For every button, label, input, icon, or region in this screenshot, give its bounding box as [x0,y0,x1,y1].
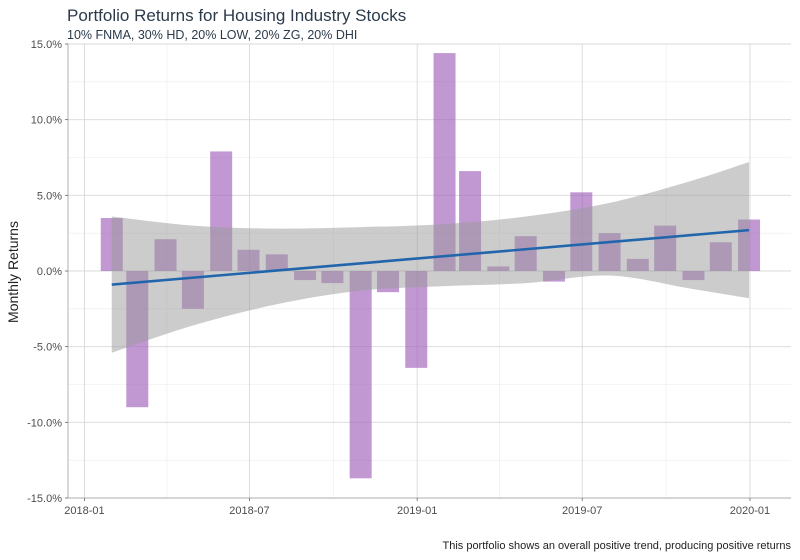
chart-caption: This portfolio shows an overall positive… [442,540,791,552]
bar [349,271,372,479]
x-axis-ticks: 2018-01 2018-07 2019-01 2019-07 2020-01 [64,498,770,517]
y-tick-label: -10.0% [27,417,62,429]
x-tick-label: 2019-01 [397,505,437,517]
bar [405,271,428,368]
y-tick-label: 5.0% [37,190,62,202]
x-tick-label: 2020-01 [730,505,770,517]
x-tick-label: 2018-07 [229,505,269,517]
chart-subtitle: 10% FNMA, 30% HD, 20% LOW, 20% ZG, 20% D… [67,28,358,42]
chart-title: Portfolio Returns for Housing Industry S… [67,6,407,25]
y-tick-label: -5.0% [33,342,62,354]
x-tick-label: 2018-01 [64,505,104,517]
y-tick-label: 0.0% [37,266,62,278]
y-axis-ticks: 15.0% 10.0% 5.0% 0.0% -5.0% -10.0% -15.0% [27,39,68,505]
bar [433,53,456,271]
x-tick-label: 2019-07 [562,505,602,517]
y-tick-label: 15.0% [31,39,62,51]
y-axis-title: Monthly Returns [5,221,21,323]
y-tick-label: 10.0% [31,115,62,127]
y-tick-label: -15.0% [27,493,62,505]
trend-line [111,228,750,286]
